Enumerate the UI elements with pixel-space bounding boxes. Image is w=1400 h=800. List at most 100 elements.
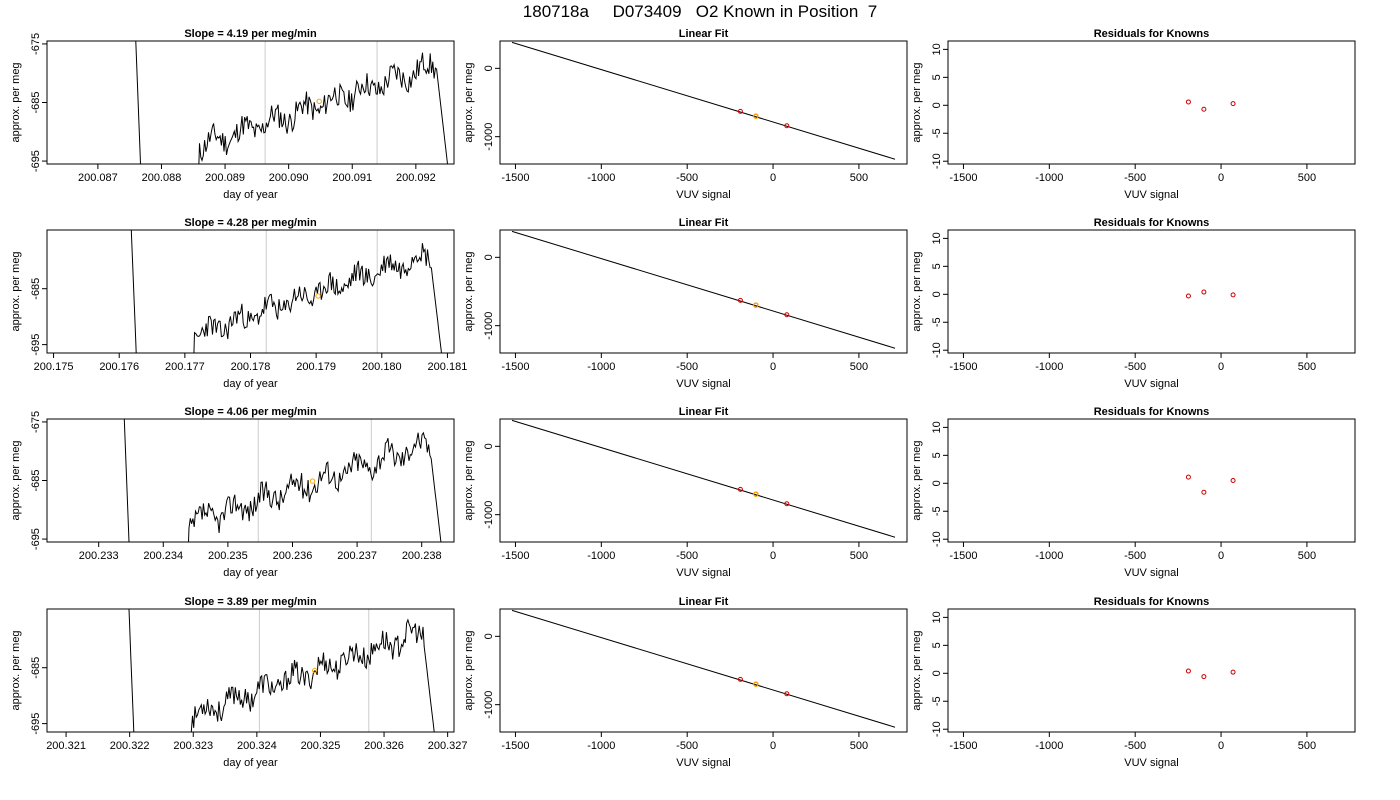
x-tick-label: -1500 <box>949 172 977 184</box>
y-tick-label: 0 <box>483 633 495 639</box>
plot-area <box>511 609 896 728</box>
x-tick-label: 200.092 <box>396 172 436 184</box>
chart-panel-8: Linear Fit -1500 -1000 -500 0 500 0 -1000 VUV si… <box>463 406 908 579</box>
plot-frame <box>46 229 455 354</box>
y-tick-label: 0 <box>931 291 943 297</box>
x-tick-label: 500 <box>1298 740 1316 752</box>
data-point <box>1185 474 1191 480</box>
y-tick-label: 5 <box>931 74 943 80</box>
y-tick-label: -5 <box>931 506 943 516</box>
x-axis-label: day of year <box>223 567 278 579</box>
y-tick-label: 0 <box>931 102 943 108</box>
sample-point <box>753 302 759 308</box>
y-tick-label: -675 <box>30 411 42 433</box>
x-tick-label: -500 <box>676 361 698 373</box>
plot-frame <box>46 418 455 543</box>
data-point <box>784 691 790 697</box>
fit-line <box>511 419 896 538</box>
x-tick-label: 200.088 <box>142 172 182 184</box>
chart-panel-5: Linear Fit -1500 -1000 -500 0 500 0 -1000 VUV si… <box>463 217 908 390</box>
chart-panel-7: Slope = 4.06 per meg/min 200.233 200.234 20… <box>10 406 455 579</box>
x-axis-label: VUV signal <box>1124 567 1178 579</box>
plot-frame <box>947 608 1356 733</box>
fit-line <box>511 41 896 160</box>
x-tick-label: -1000 <box>1035 361 1063 373</box>
y-tick-label: -685 <box>30 657 42 679</box>
x-tick-label: 200.321 <box>46 740 86 752</box>
y-tick-label: 0 <box>483 65 495 71</box>
y-tick-label: -1000 <box>483 691 495 719</box>
x-tick-label: -1000 <box>1035 550 1063 562</box>
data-point <box>1230 669 1236 675</box>
chart-panel-6: Residuals for Knowns -1500 -1000 -500 0 500 10… <box>911 217 1356 390</box>
y-tick-label: -695 <box>30 334 42 356</box>
plot-frame <box>499 418 908 543</box>
x-tick-label: -500 <box>1124 740 1146 752</box>
plot-area <box>511 419 896 538</box>
x-tick-label: 200.236 <box>273 550 313 562</box>
y-tick-label: -10 <box>931 342 943 358</box>
y-axis-label: approx. per meg <box>463 630 475 710</box>
y-tick-label: 0 <box>931 670 943 676</box>
x-tick-label: 200.327 <box>428 740 468 752</box>
data-point <box>737 108 743 114</box>
y-tick-label: -695 <box>30 713 42 735</box>
x-tick-label: 200.178 <box>231 361 271 373</box>
y-tick-label: 5 <box>931 642 943 648</box>
x-tick-label: 200.181 <box>428 361 468 373</box>
plot-area <box>1185 474 1236 495</box>
chart-panel-1: Slope = 4.19 per meg/min 200.087 200.088 20… <box>10 28 455 201</box>
plot-area <box>123 419 442 542</box>
y-tick-label: 0 <box>931 480 943 486</box>
x-axis-label: day of year <box>223 189 278 201</box>
y-tick-label: 0 <box>483 254 495 260</box>
x-tick-label: 200.233 <box>79 550 119 562</box>
x-tick-label: 0 <box>770 740 776 752</box>
data-point <box>737 297 743 303</box>
x-tick-label: 200.176 <box>99 361 139 373</box>
plot-frame <box>46 40 455 165</box>
y-tick-label: -685 <box>30 469 42 491</box>
x-tick-label: 200.177 <box>165 361 205 373</box>
sample-point <box>753 113 759 119</box>
y-tick-label: 10 <box>931 232 943 244</box>
x-tick-label: 0 <box>770 550 776 562</box>
chart-panel-4: Slope = 4.28 per meg/min 200.175 200.176 20… <box>10 217 468 390</box>
x-tick-label: 500 <box>1298 361 1316 373</box>
x-axis-label: VUV signal <box>1124 189 1178 201</box>
x-tick-label: 200.175 <box>34 361 74 373</box>
x-tick-label: 200.087 <box>78 172 118 184</box>
y-axis-label: approx. per meg <box>911 630 923 710</box>
x-tick-label: 200.325 <box>301 740 341 752</box>
y-axis-label: approx. per meg <box>463 440 475 520</box>
data-point <box>1230 292 1236 298</box>
x-tick-label: 0 <box>770 172 776 184</box>
plot-area <box>130 230 442 353</box>
panel-title: Linear Fit <box>679 406 729 418</box>
y-axis-label: approx. per meg <box>10 251 22 331</box>
y-tick-label: 5 <box>931 452 943 458</box>
x-tick-label: 500 <box>850 740 868 752</box>
y-tick-label: 10 <box>931 421 943 433</box>
chart-panel-12: Residuals for Knowns -1500 -1000 -500 0 500 10… <box>911 596 1356 769</box>
signal-trace <box>123 419 442 542</box>
x-axis-label: VUV signal <box>1124 378 1178 390</box>
y-axis-label: approx. per meg <box>911 440 923 520</box>
x-tick-label: 200.235 <box>208 550 248 562</box>
data-point <box>737 676 743 682</box>
x-tick-label: -1500 <box>501 740 529 752</box>
chart-panel-11: Linear Fit -1500 -1000 -500 0 500 0 -1000 VUV si… <box>463 596 908 769</box>
x-tick-label: 200.179 <box>296 361 336 373</box>
data-point <box>784 312 790 318</box>
panel-title: Slope = 3.89 per meg/min <box>184 596 317 608</box>
y-axis-label: approx. per meg <box>10 62 22 142</box>
x-tick-label: -500 <box>676 172 698 184</box>
plot-frame <box>947 229 1356 354</box>
data-point <box>1185 293 1191 299</box>
y-tick-label: -5 <box>931 317 943 327</box>
plot-area <box>511 41 896 160</box>
x-tick-label: -1500 <box>949 361 977 373</box>
mean-marker <box>316 98 322 105</box>
x-axis-label: VUV signal <box>676 567 730 579</box>
